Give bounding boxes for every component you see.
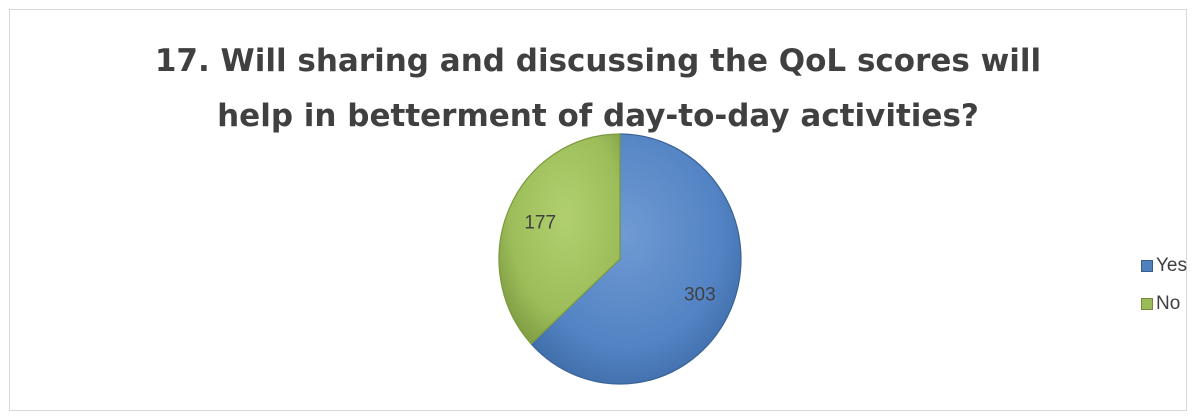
legend: Yes No [1141, 247, 1187, 323]
legend-swatch-yes [1141, 260, 1153, 272]
legend-swatch-no [1141, 298, 1153, 310]
chart-title: 17. Will sharing and discussing the QoL … [0, 34, 1196, 144]
pie-slice-no [498, 133, 621, 345]
data-label-yes: 303 [684, 285, 716, 306]
pie-slices [498, 133, 742, 385]
legend-label-no: No [1156, 293, 1181, 314]
chart-title-line-1: 17. Will sharing and discussing the QoL … [154, 43, 1042, 79]
legend-item-yes: Yes [1141, 247, 1187, 285]
legend-label-yes: Yes [1156, 255, 1187, 276]
chart-title-line-2: help in betterment of day-to-day activit… [217, 98, 979, 134]
data-label-no: 177 [524, 212, 556, 233]
legend-item-no: No [1141, 285, 1187, 323]
pie-slice-yes [530, 133, 742, 385]
pie-data-labels: 303 177 [524, 212, 715, 305]
